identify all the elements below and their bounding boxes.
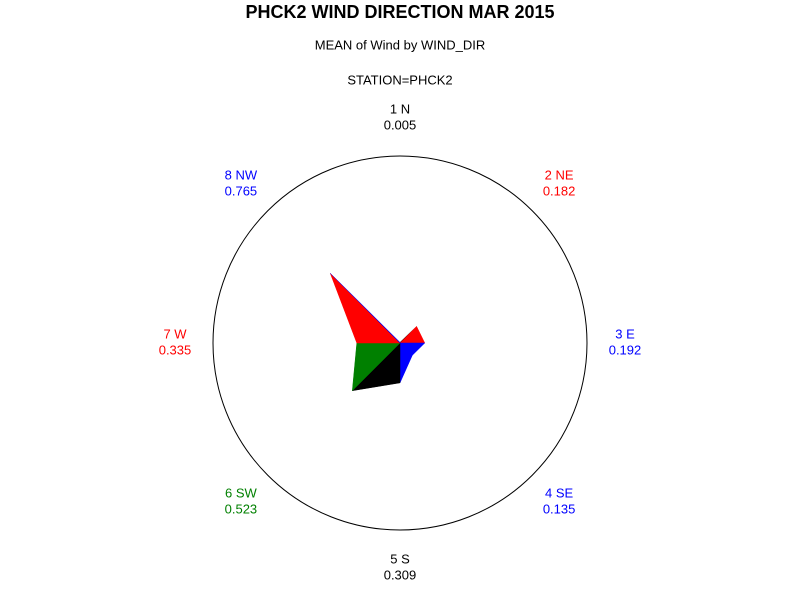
direction-label: 7 W <box>163 326 187 341</box>
value-label: 0.192 <box>609 342 642 357</box>
value-label: 0.005 <box>384 117 417 132</box>
station-label: STATION=PHCK2 <box>347 72 452 87</box>
value-label: 0.182 <box>543 183 576 198</box>
chart-title: PHCK2 WIND DIRECTION MAR 2015 <box>245 2 554 22</box>
value-label: 0.765 <box>225 183 258 198</box>
chart-subtitle: MEAN of Wind by WIND_DIR <box>315 37 485 52</box>
slice <box>330 273 401 344</box>
direction-label: 6 SW <box>225 486 258 501</box>
value-label: 0.335 <box>159 342 192 357</box>
direction-label: 4 SE <box>545 486 574 501</box>
direction-label: 8 NW <box>225 167 258 182</box>
value-label: 0.523 <box>225 502 258 517</box>
outer-circle <box>212 155 588 531</box>
value-label: 0.309 <box>384 567 417 582</box>
direction-label: 3 E <box>615 326 635 341</box>
direction-label: 1 N <box>390 101 410 116</box>
value-label: 0.135 <box>543 502 576 517</box>
slice <box>399 325 426 344</box>
direction-label: 2 NE <box>545 167 574 182</box>
direction-label: 5 S <box>390 551 410 566</box>
